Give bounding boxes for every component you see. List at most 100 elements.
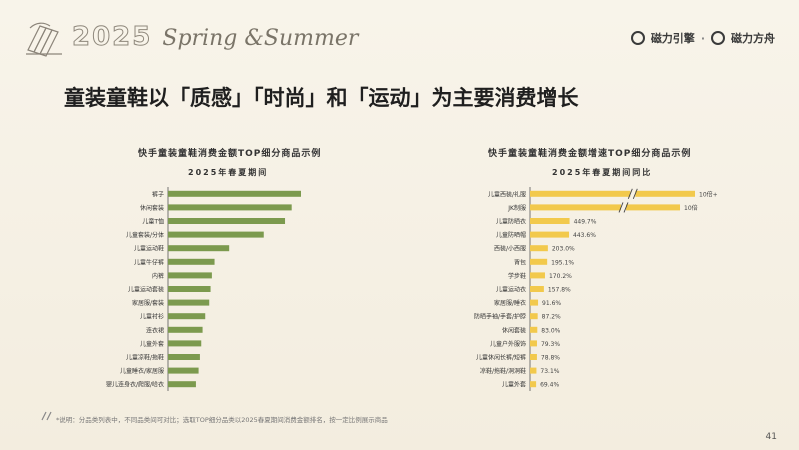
right-value-label: 443.6%: [573, 232, 596, 239]
right-value-label: 195.1%: [551, 259, 574, 266]
footnote: *说明：分品类列表中，不同品类间可对比；选取TOP细分品类以2025春夏期间消费…: [56, 416, 388, 424]
right-category-label: 防晒手袖/手套/护脖: [474, 313, 526, 321]
brand-left-label: 磁力引擎: [650, 32, 695, 45]
right-bar: [530, 231, 570, 238]
left-bar: [168, 204, 292, 211]
right-category-label: 学步鞋: [508, 272, 526, 280]
left-category-label: 连衣裙: [146, 326, 164, 334]
left-category-label: 儿童T恤: [142, 218, 164, 226]
left-bar: [168, 340, 202, 347]
right-value-label: 83.0%: [541, 327, 560, 334]
left-bar: [168, 367, 199, 374]
left-chart-subtitle: 2025年春夏期间: [188, 168, 269, 177]
right-category-label: JK制服: [507, 204, 526, 212]
footnote-slash-icon: [41, 411, 52, 421]
right-value-label: 449.7%: [574, 219, 597, 226]
left-bar: [168, 354, 200, 360]
right-category-label: 休闲套装: [502, 326, 526, 334]
left-category-label: 儿童运动鞋: [134, 245, 164, 253]
left-category-label: 家居服/套装: [132, 299, 164, 307]
right-category-label: 儿童防晒衣: [496, 218, 526, 226]
season-year: 2025: [71, 22, 153, 53]
left-bar: [168, 190, 301, 197]
right-bar: [530, 245, 548, 252]
right-category-label: 家居服/睡衣: [494, 299, 526, 307]
right-value-label: 91.6%: [542, 300, 561, 307]
axis-break-icon: [627, 188, 638, 199]
right-bar: [530, 204, 680, 211]
left-bar: [168, 381, 196, 388]
right-bar: [530, 367, 537, 374]
right-bar: [530, 258, 548, 265]
cili-ark-logo-icon: [711, 31, 725, 45]
axis-break-icon: [618, 202, 629, 213]
left-category-label: 儿童睡衣/家居服: [120, 367, 164, 375]
right-value-label: 78.8%: [541, 355, 560, 362]
left-category-label: 休闲套装: [140, 204, 164, 212]
right-bar: [530, 272, 545, 279]
left-category-label: 儿童牛仔裤: [134, 258, 164, 266]
season-name: Spring &Summer: [162, 26, 359, 51]
right-value-label: 10倍: [684, 204, 698, 212]
right-chart-subtitle: 2025年春夏期间同比: [552, 168, 653, 177]
right-bar: [530, 218, 570, 224]
right-value-label: 69.4%: [540, 382, 559, 389]
right-bar: [530, 299, 539, 306]
right-value-label: 10倍+: [699, 190, 718, 198]
book-stack-logo-icon: [26, 22, 62, 57]
right-bar: [530, 313, 538, 320]
right-category-label: 凉鞋/拖鞋/洞洞鞋: [480, 367, 526, 375]
left-category-label: 儿童凉鞋/拖鞋: [126, 354, 164, 362]
brand-separator: ·: [700, 31, 705, 45]
right-category-label: 儿童外套: [502, 381, 526, 389]
left-category-label: 儿童运动套装: [128, 286, 164, 294]
left-category-label: 儿童衬衫: [140, 313, 164, 321]
left-bar: [168, 272, 212, 279]
left-bar: [168, 286, 211, 292]
axis-break-gap: [630, 188, 636, 199]
page-title: 童装童鞋以「质感」「时尚」和「运动」为主要消费增长: [64, 86, 579, 110]
right-category-label: 背包: [514, 258, 526, 266]
right-category-label: 儿童运动衣: [496, 286, 526, 294]
left-category-label: 裤子: [152, 190, 164, 198]
right-category-label: 儿童西装/礼服: [488, 190, 526, 198]
left-bar-chart: 裤子休闲套装儿童T恤儿童套装/分体儿童运动鞋儿童牛仔裤内裤儿童运动套装家居服/套…: [106, 187, 301, 391]
left-category-label: 儿童外套: [140, 340, 164, 348]
brand-logos: 磁力引擎 · 磁力方舟: [630, 30, 775, 46]
left-bar: [168, 245, 230, 252]
right-category-label: 儿童防晒帽: [496, 231, 526, 239]
left-bar: [168, 218, 286, 224]
right-category-label: 儿童户外服饰: [490, 340, 526, 348]
left-category-label: 儿童套装/分体: [126, 231, 164, 239]
right-category-label: 西装/小西服: [494, 245, 526, 253]
left-chart-title: 快手童装童鞋消费金额TOP细分商品示例: [138, 149, 322, 159]
right-bar: [530, 354, 537, 360]
right-category-label: 儿童休闲长裤/短裤: [476, 354, 526, 362]
right-bar: [530, 190, 695, 197]
right-value-label: 170.2%: [549, 273, 572, 280]
season-header: 2025 Spring &Summer: [71, 22, 359, 54]
left-bar: [168, 258, 215, 265]
brand-right-label: 磁力方舟: [731, 32, 775, 45]
cili-engine-logo-icon: [630, 31, 645, 45]
left-bar: [168, 326, 203, 333]
left-bar: [168, 313, 206, 320]
right-bar: [530, 326, 538, 333]
right-value-label: 73.1%: [540, 368, 559, 375]
left-bar: [168, 231, 264, 238]
right-bar: [530, 286, 544, 292]
right-bar: [530, 381, 537, 388]
right-bar: [530, 340, 537, 347]
axis-break-gap: [621, 202, 626, 213]
left-bar: [168, 299, 210, 306]
left-category-label: 内裤: [152, 272, 164, 280]
right-value-label: 203.0%: [552, 246, 575, 253]
right-value-label: 157.8%: [548, 287, 571, 294]
right-value-label: 79.3%: [541, 341, 560, 348]
left-category-label: 婴儿连身衣/爬服/哈衣: [106, 381, 164, 389]
right-chart-title: 快手童装童鞋消费金额增速TOP细分商品示例: [488, 149, 692, 159]
page-number: 41: [765, 432, 777, 442]
right-value-label: 87.2%: [542, 314, 561, 321]
